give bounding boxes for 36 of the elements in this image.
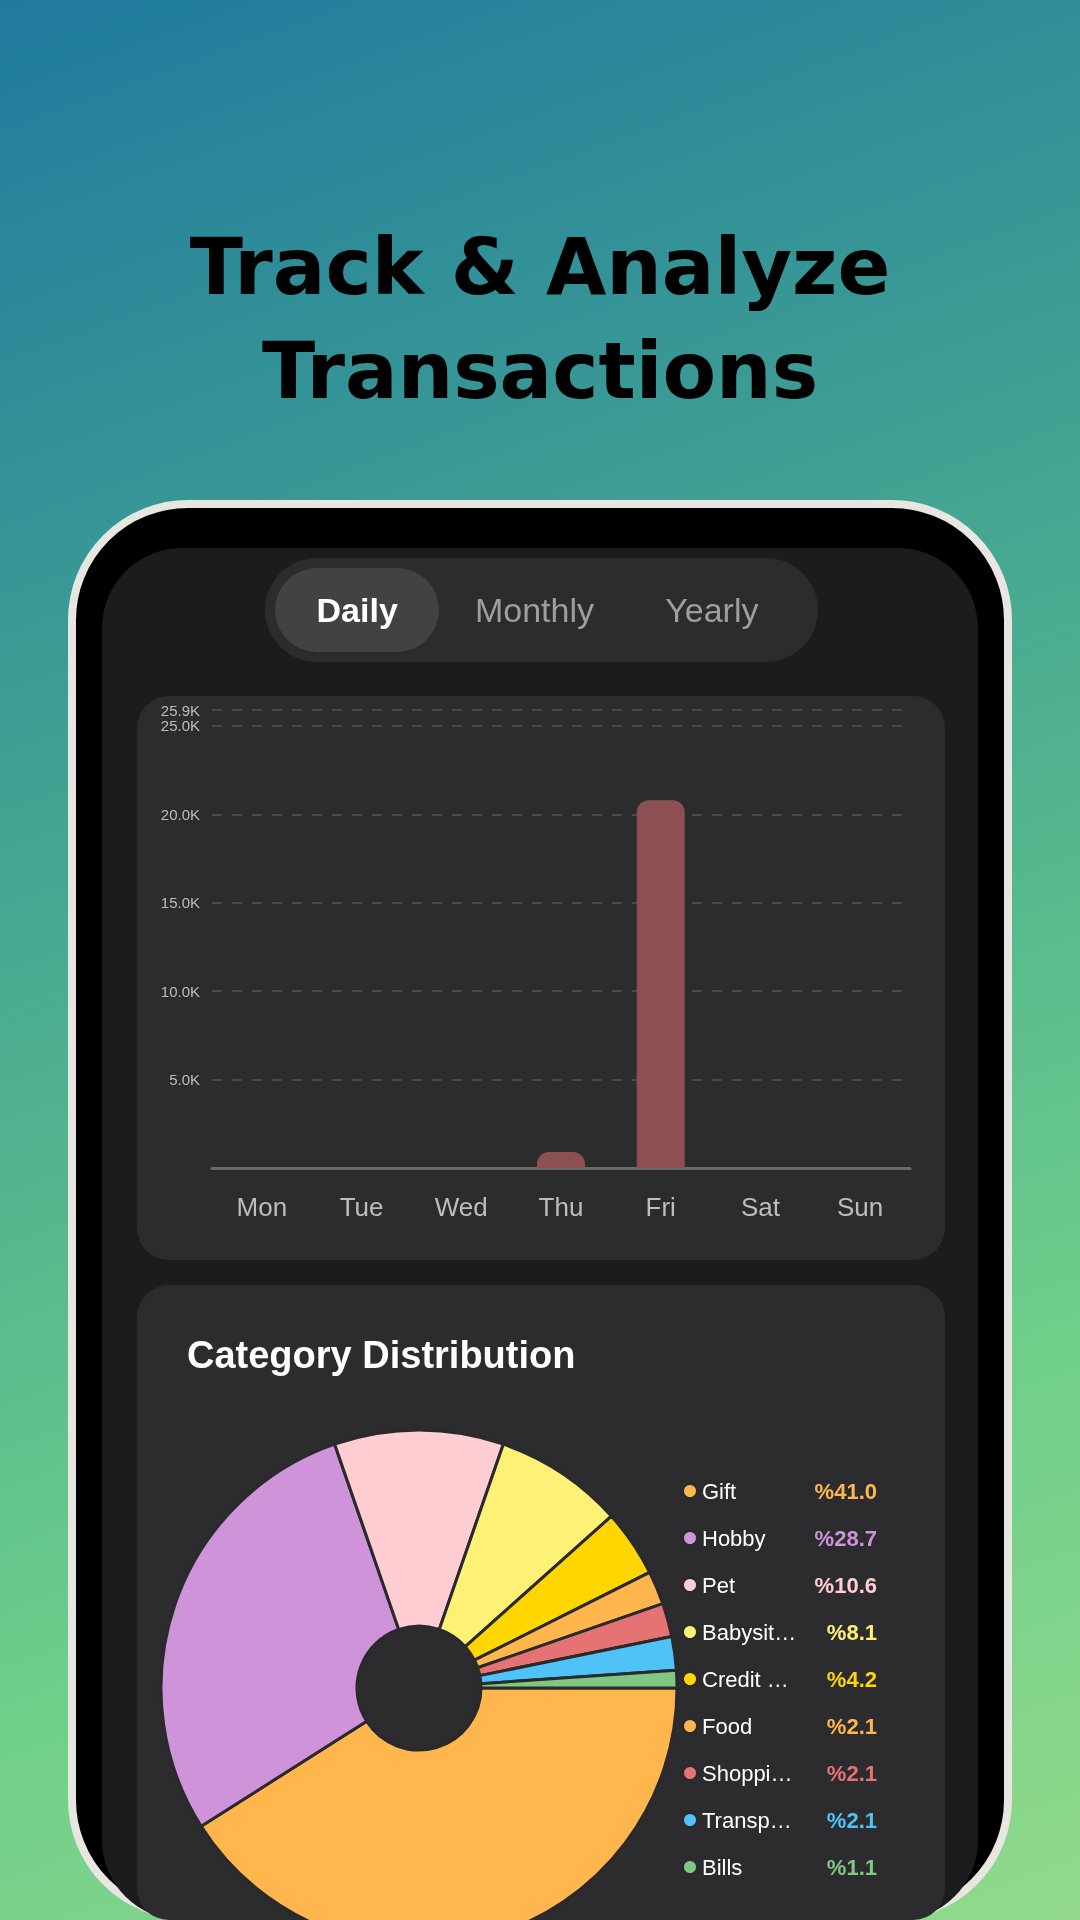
legend-label: Hobby — [702, 1525, 766, 1551]
x-tick-label: Sun — [837, 1192, 884, 1222]
x-tick-label: Sat — [740, 1192, 781, 1222]
x-tick-label: Tue — [339, 1192, 384, 1222]
data-label: %2.1 — [826, 1760, 877, 1786]
data-label: %8.1 — [826, 1619, 877, 1645]
data-label: %2.1 — [826, 1807, 877, 1833]
y-tick-label: 20.0K — [160, 805, 200, 823]
y-tick-label: 15.0K — [160, 894, 200, 912]
legend-label: Food — [702, 1713, 753, 1739]
text: Daily — [275, 568, 440, 652]
y-tick-label: 25.9K — [160, 701, 200, 719]
legend-label: Credit … — [702, 1666, 789, 1692]
y-tick-label: 5.0K — [169, 1071, 200, 1089]
chart-title: Category Distribution — [187, 1334, 576, 1376]
data-label: %41.0 — [814, 1478, 877, 1504]
data-label: %10.6 — [814, 1572, 877, 1598]
data-label: %28.7 — [814, 1525, 877, 1551]
x-tick-label: Mon — [236, 1192, 288, 1222]
legend-label: Babysit… — [702, 1619, 797, 1645]
legend-label: Pet — [702, 1572, 736, 1598]
legend-label: Shoppi… — [702, 1760, 793, 1786]
data-label: %1.1 — [826, 1854, 877, 1880]
text: Yearly — [664, 590, 760, 631]
data-label: %2.1 — [826, 1713, 877, 1739]
y-tick-label: 10.0K — [160, 982, 200, 1000]
legend-label: Bills — [702, 1854, 743, 1880]
legend-label: Transp… — [702, 1807, 792, 1833]
y-tick-label: 25.0K — [160, 717, 200, 735]
legend-label: Gift — [702, 1478, 737, 1504]
x-tick-label: Wed — [434, 1192, 488, 1222]
data-label: %4.2 — [826, 1666, 877, 1692]
x-tick-label: Fri — [645, 1192, 676, 1222]
text: Monthly — [473, 590, 595, 631]
chart-title: Track & Analyze Transactions — [188, 221, 892, 418]
x-tick-label: Thu — [538, 1192, 584, 1222]
